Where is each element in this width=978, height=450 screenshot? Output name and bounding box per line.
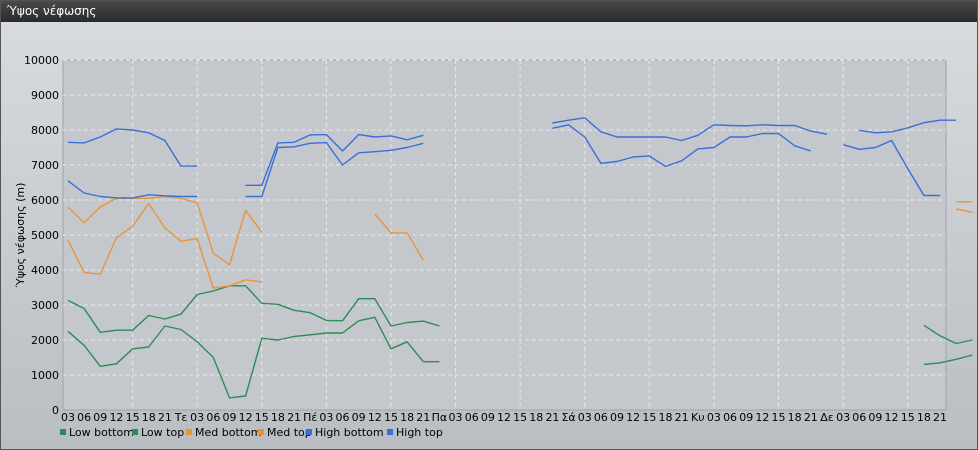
x-tick-label: 15 (772, 411, 786, 424)
x-tick-label: 03 (578, 411, 592, 424)
legend-label: High bottom (315, 426, 384, 439)
x-tick-label: 18 (271, 411, 285, 424)
y-axis-ticks: 0 1000 2000 3000 4000 5000 6000 7000 8000 9000 100… (24, 54, 59, 417)
series-line-med-bottom (67, 202, 973, 289)
x-tick-label: 09 (481, 411, 495, 424)
x-tick-label: 18 (142, 411, 156, 424)
legend: Low bottom Low top Med bottom Med top High b… (60, 426, 443, 439)
x-tick-label: Κυ (691, 411, 705, 424)
x-tick-label: 18 (400, 411, 414, 424)
x-tick-label: 06 (594, 411, 608, 424)
legend-label: Low top (141, 426, 184, 439)
x-tick-label: 15 (901, 411, 915, 424)
series-line-high-bottom (67, 124, 940, 199)
x-tick-label: 06 (77, 411, 91, 424)
series-lines (67, 117, 973, 399)
grid-lines (63, 59, 946, 410)
window-title: Ύψος νέφωσης (7, 4, 97, 18)
x-tick-label: 12 (109, 411, 123, 424)
x-tick-label: 09 (868, 411, 882, 424)
series-line-low-top (67, 285, 973, 345)
x-tick-label: 09 (352, 411, 366, 424)
y-tick-label: 3000 (31, 299, 59, 312)
y-axis-label: Ύψος νέφωσης (m) (14, 183, 27, 289)
x-tick-label: 21 (545, 411, 559, 424)
legend-label: High top (396, 426, 443, 439)
x-tick-label: 03 (707, 411, 721, 424)
x-tick-label: 03 (449, 411, 463, 424)
x-tick-label: 18 (658, 411, 672, 424)
x-tick-label: Τε (174, 411, 188, 424)
legend-swatch (60, 429, 66, 435)
y-tick-label: 7000 (31, 159, 59, 172)
legend-swatch (132, 429, 138, 435)
x-tick-label: 15 (642, 411, 656, 424)
x-tick-label: 21 (804, 411, 818, 424)
x-tick-label: 18 (917, 411, 931, 424)
y-tick-label: 2000 (31, 334, 59, 347)
legend-swatch (258, 429, 264, 435)
y-tick-label: 1000 (31, 369, 59, 382)
x-tick-label: 12 (368, 411, 382, 424)
x-tick-label: 21 (287, 411, 301, 424)
legend-swatch (186, 429, 192, 435)
x-tick-label: Σά (561, 411, 575, 424)
x-tick-label: 12 (755, 411, 769, 424)
y-tick-label: 4000 (31, 264, 59, 277)
y-tick-label: 10000 (24, 54, 59, 67)
x-tick-label: Πέ (303, 411, 317, 424)
x-tick-label: 12 (626, 411, 640, 424)
x-tick-label: 15 (513, 411, 527, 424)
x-tick-label: 09 (610, 411, 624, 424)
x-tick-label: 12 (239, 411, 253, 424)
legend-label: Med bottom (195, 426, 262, 439)
x-tick-label: 15 (255, 411, 269, 424)
x-tick-label: 03 (836, 411, 850, 424)
x-tick-label: 03 (61, 411, 75, 424)
x-tick-label: 09 (739, 411, 753, 424)
x-tick-label: 06 (465, 411, 479, 424)
x-tick-label: Δε (820, 411, 834, 424)
series-line-low-bottom (67, 316, 973, 399)
legend-swatch (306, 429, 312, 435)
series-line-high-top (67, 117, 957, 186)
x-tick-label: 03 (190, 411, 204, 424)
x-tick-label: 15 (126, 411, 140, 424)
x-tick-label: 06 (206, 411, 220, 424)
legend-label: Low bottom (69, 426, 134, 439)
x-axis-ticks: 03 06 09 12 15 18 21 Τε 03 06 09 12 15 18 21 Πέ 03 06 09 12… (61, 411, 947, 424)
x-tick-label: 09 (222, 411, 236, 424)
y-tick-label: 8000 (31, 124, 59, 137)
x-tick-label: 06 (852, 411, 866, 424)
legend-label: Med top (267, 426, 312, 439)
x-tick-label: 09 (93, 411, 107, 424)
x-tick-label: 18 (788, 411, 802, 424)
y-tick-label: 5000 (31, 229, 59, 242)
x-tick-label: 21 (933, 411, 947, 424)
x-tick-label: Πα (432, 411, 448, 424)
y-tick-label: 6000 (31, 194, 59, 207)
x-tick-label: 03 (319, 411, 333, 424)
window-titlebar: Ύψος νέφωσης (1, 1, 977, 22)
y-tick-label: 0 (52, 404, 59, 417)
x-tick-label: 12 (497, 411, 511, 424)
legend-swatch (387, 429, 393, 435)
x-tick-label: 21 (158, 411, 172, 424)
x-tick-label: 06 (336, 411, 350, 424)
x-tick-label: 12 (885, 411, 899, 424)
x-tick-label: 06 (723, 411, 737, 424)
x-tick-label: 21 (416, 411, 430, 424)
x-tick-label: 21 (675, 411, 689, 424)
x-tick-label: 15 (384, 411, 398, 424)
x-tick-label: 18 (529, 411, 543, 424)
y-tick-label: 9000 (31, 89, 59, 102)
